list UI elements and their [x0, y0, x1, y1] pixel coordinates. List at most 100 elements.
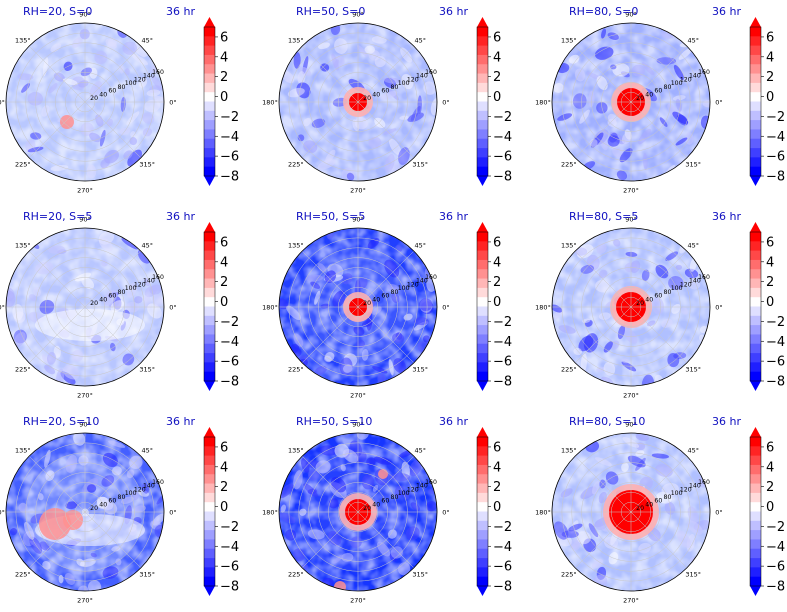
contour-patch: [572, 93, 587, 109]
polar-frame: [278, 227, 438, 387]
colorbar-segment: [750, 297, 761, 307]
colorbar-segment: [204, 474, 215, 484]
contour-patch: [426, 501, 437, 512]
contour-patch: [314, 290, 321, 305]
contour-patch: [419, 298, 433, 312]
grid-spoke: [574, 101, 632, 159]
contour-patch: [72, 37, 83, 48]
contour-patch: [374, 117, 386, 128]
radial-label: 20: [636, 505, 644, 512]
panel-time: 36 hr: [439, 210, 468, 223]
colorbar-segment: [477, 27, 488, 37]
contour-patch: [557, 113, 573, 121]
contour-patch: [391, 292, 400, 304]
colorbar-segment: [204, 157, 215, 168]
contour-patch: [151, 75, 163, 91]
angle-label: 135°: [288, 36, 304, 44]
colorbar-tick-label: −4: [220, 540, 239, 555]
colorbar-segment: [204, 250, 215, 261]
colorbar-segment: [750, 343, 761, 354]
colorbar-frame: [476, 436, 489, 587]
colorbar-tick-label: −8: [493, 580, 512, 595]
colorbar-extend-bottom: [477, 176, 488, 186]
contour-patch: [374, 56, 386, 68]
radial-label: 140: [143, 483, 155, 490]
colorbar-segment: [477, 353, 488, 363]
colorbar-segment: [750, 362, 761, 373]
contour-patch: [280, 504, 286, 513]
contour-patch: [560, 488, 573, 498]
colorbar-segment: [477, 502, 488, 512]
colorbar-frame: [476, 26, 489, 177]
grid-spoke: [301, 101, 359, 159]
contour-patch: [368, 136, 382, 149]
angle-label: 225°: [288, 161, 304, 169]
colorbar-tick-label: 2: [220, 70, 228, 85]
grid-spoke: [301, 250, 359, 308]
colorbar-segment: [750, 548, 761, 559]
colorbar-segment: [750, 241, 761, 252]
colorbar-segment: [477, 157, 488, 168]
colorbar-segment: [204, 120, 215, 130]
colorbar-segment: [204, 82, 215, 93]
contour-patch: [622, 327, 638, 344]
contour-patch: [42, 57, 49, 77]
grid-spoke: [357, 101, 415, 159]
contour-patch: [293, 333, 304, 347]
colorbar-segment: [750, 166, 761, 177]
contour-patch: [44, 449, 51, 468]
colorbar-segment: [204, 269, 215, 279]
contour-patch: [619, 148, 633, 163]
contour-patch: [409, 459, 422, 477]
colorbar-tick-label: −4: [766, 540, 785, 555]
contour-patch: [122, 353, 135, 366]
contour-patch: [320, 303, 330, 309]
colorbar-segment: [750, 73, 761, 84]
polar-frame: [551, 22, 711, 182]
colorbar-segment: [204, 483, 215, 494]
radial-label: 120: [407, 281, 419, 288]
contour-patch: [356, 277, 368, 289]
angle-label: 90°: [625, 421, 637, 429]
contour-patch: [595, 46, 614, 60]
colorbar-tick-label: 4: [493, 255, 501, 270]
contour-patch: [134, 505, 146, 513]
colorbar-segment: [477, 250, 488, 261]
radial-label: 120: [680, 281, 692, 288]
contour-patch: [86, 164, 97, 179]
angle-label: 135°: [561, 241, 577, 249]
colorbar-segment: [477, 259, 488, 270]
colorbar-tick-label: 2: [766, 70, 774, 85]
contour-patch: [126, 282, 138, 298]
colorbar-extend-top: [477, 17, 488, 27]
contour-patch: [592, 481, 600, 495]
contour-patch: [635, 442, 646, 451]
colorbar-tick-label: −2: [220, 315, 239, 330]
contour-patch: [667, 352, 680, 368]
angle-label: 225°: [288, 366, 304, 374]
colorbar-extend-bottom: [204, 176, 215, 186]
contour-patch: [109, 342, 116, 352]
colorbar-segment: [477, 455, 488, 466]
angle-label: 315°: [139, 161, 155, 169]
angle-label: 90°: [79, 11, 91, 19]
contour-patch: [115, 558, 122, 566]
panel-time: 36 hr: [439, 5, 468, 18]
panel-title: RH=80, S=10: [569, 415, 645, 428]
contour-patch: [607, 113, 617, 123]
grid-spoke: [84, 511, 142, 569]
contour-patch: [80, 67, 92, 77]
colorbar-tick-label: −2: [493, 110, 512, 125]
colorbar-tick-label: 0: [493, 90, 501, 105]
panel-time: 36 hr: [166, 210, 195, 223]
panel-title: RH=80, S=0: [569, 5, 638, 18]
contour-patch: [400, 47, 413, 63]
positive-patch: [63, 510, 83, 530]
colorbar-frame: [749, 436, 762, 587]
colorbar-tick-label: −6: [220, 355, 239, 370]
colorbar-tick-label: −2: [766, 110, 785, 125]
contour-patch: [388, 359, 394, 376]
contour-patch: [303, 140, 318, 154]
colorbar-segment: [204, 297, 215, 307]
angle-label: 45°: [141, 36, 153, 44]
